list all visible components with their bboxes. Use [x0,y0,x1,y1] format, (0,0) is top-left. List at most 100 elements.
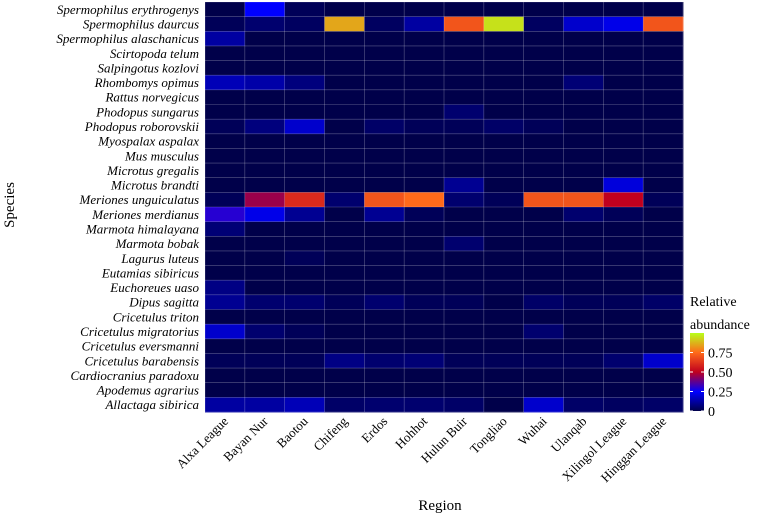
heatmap-cell [444,236,485,252]
heatmap-cell [364,280,405,296]
heatmap-cell [483,60,525,76]
y-tick-label: Dipus sagitta [128,295,199,310]
heatmap-cell [205,280,246,296]
heatmap-cell [364,75,405,91]
heatmap-cell [404,119,445,135]
heatmap-cell [284,207,325,223]
heatmap-cell [364,177,405,193]
heatmap-cell [523,31,564,47]
heatmap-cell [643,250,684,267]
y-tick-label: Cricetulus barabensis [85,353,199,368]
heatmap-cell [205,309,246,325]
heatmap-cell [643,119,684,135]
heatmap-cell [444,148,485,164]
heatmap-cell [643,221,684,237]
heatmap-cell [404,382,445,398]
heatmap-cell [324,250,365,267]
heatmap-cell [643,192,684,208]
heatmap-cell [523,338,564,354]
heatmap-cell [404,207,445,223]
heatmap-cell [483,75,525,91]
heatmap-cell [244,2,286,18]
heatmap-cell [523,309,564,325]
heatmap-cell [205,45,246,62]
heatmap-cell [324,338,365,354]
heatmap-cell [284,148,325,164]
heatmap-cell [324,89,365,105]
heatmap-cell [643,45,684,62]
legend-tick-label: 0 [708,405,715,420]
heatmap-cell [205,148,246,164]
heatmap-cell [284,75,325,91]
heatmap-cell [205,207,246,223]
heatmap-cell [603,89,644,105]
x-tick-label: Alxa League [173,413,231,471]
heatmap-cell [643,324,684,340]
x-tick-label: Tongliao [467,414,510,457]
heatmap-cell [563,221,604,237]
color-legend: Relative abundance 0 0.25 0.50 0.75 [690,295,750,420]
heatmap-cell [643,265,684,281]
heatmap-cell [643,133,684,149]
y-tick-label: Euchoreues uaso [109,280,199,295]
y-tick-label: Cardiocranius paradoxu [71,368,200,383]
heatmap-cell [523,75,564,91]
heatmap-cell [643,382,684,398]
heatmap-cell [483,207,525,223]
heatmap-cell [603,265,644,281]
legend-tick-label: 0.50 [708,366,733,381]
heatmap-cell [364,133,405,149]
heatmap-cell [404,89,445,105]
heatmap-cell [404,353,445,369]
heatmap-cell [563,207,604,223]
heatmap-cell [444,75,485,91]
heatmap-cell [643,294,684,310]
heatmap-cell [244,16,286,32]
heatmap-cell [444,338,485,354]
heatmap-cell [523,89,564,105]
heatmap-cell [284,236,325,252]
heatmap-cell [603,368,644,384]
heatmap-cell [404,294,445,310]
heatmap-cell [324,75,365,91]
legend-title-line1: Relative [690,295,737,310]
heatmap-cell [483,177,525,193]
heatmap-cell [244,148,286,164]
heatmap-cell [444,382,485,398]
heatmap-cell [444,177,485,193]
heatmap-cell [404,45,445,62]
y-tick-label: Cricetulus migratorius [80,324,199,339]
heatmap-cell [444,207,485,223]
heatmap-cell [284,104,325,120]
heatmap-cell [444,353,485,369]
heatmap-cell [205,397,246,413]
heatmap-cell [205,60,246,76]
heatmap-cell [205,265,246,281]
heatmap-cell [205,133,246,149]
heatmap-cell [444,221,485,237]
heatmap-cells [205,2,684,413]
heatmap-cell [603,280,644,296]
heatmap-cell [643,31,684,47]
heatmap-cell [244,207,286,223]
heatmap-cell [364,265,405,281]
y-tick-label: Eutamias sibiricus [101,265,199,280]
heatmap-cell [364,382,405,398]
heatmap-cell [603,353,644,369]
y-tick-label: Myospalax aspalax [97,134,199,149]
heatmap-cell [205,192,246,208]
heatmap-cell [364,119,405,135]
heatmap-cell [244,119,286,135]
heatmap-cell [364,2,405,18]
heatmap-cell [284,221,325,237]
heatmap-cell [324,2,365,18]
heatmap-cell [563,250,604,267]
heatmap-cell [284,60,325,76]
heatmap-cell [563,192,604,208]
heatmap-cell [444,324,485,340]
heatmap-cell [404,221,445,237]
heatmap-cell [324,382,365,398]
heatmap-cell [324,60,365,76]
heatmap-cell [563,265,604,281]
y-axis-title: Species [2,182,18,228]
